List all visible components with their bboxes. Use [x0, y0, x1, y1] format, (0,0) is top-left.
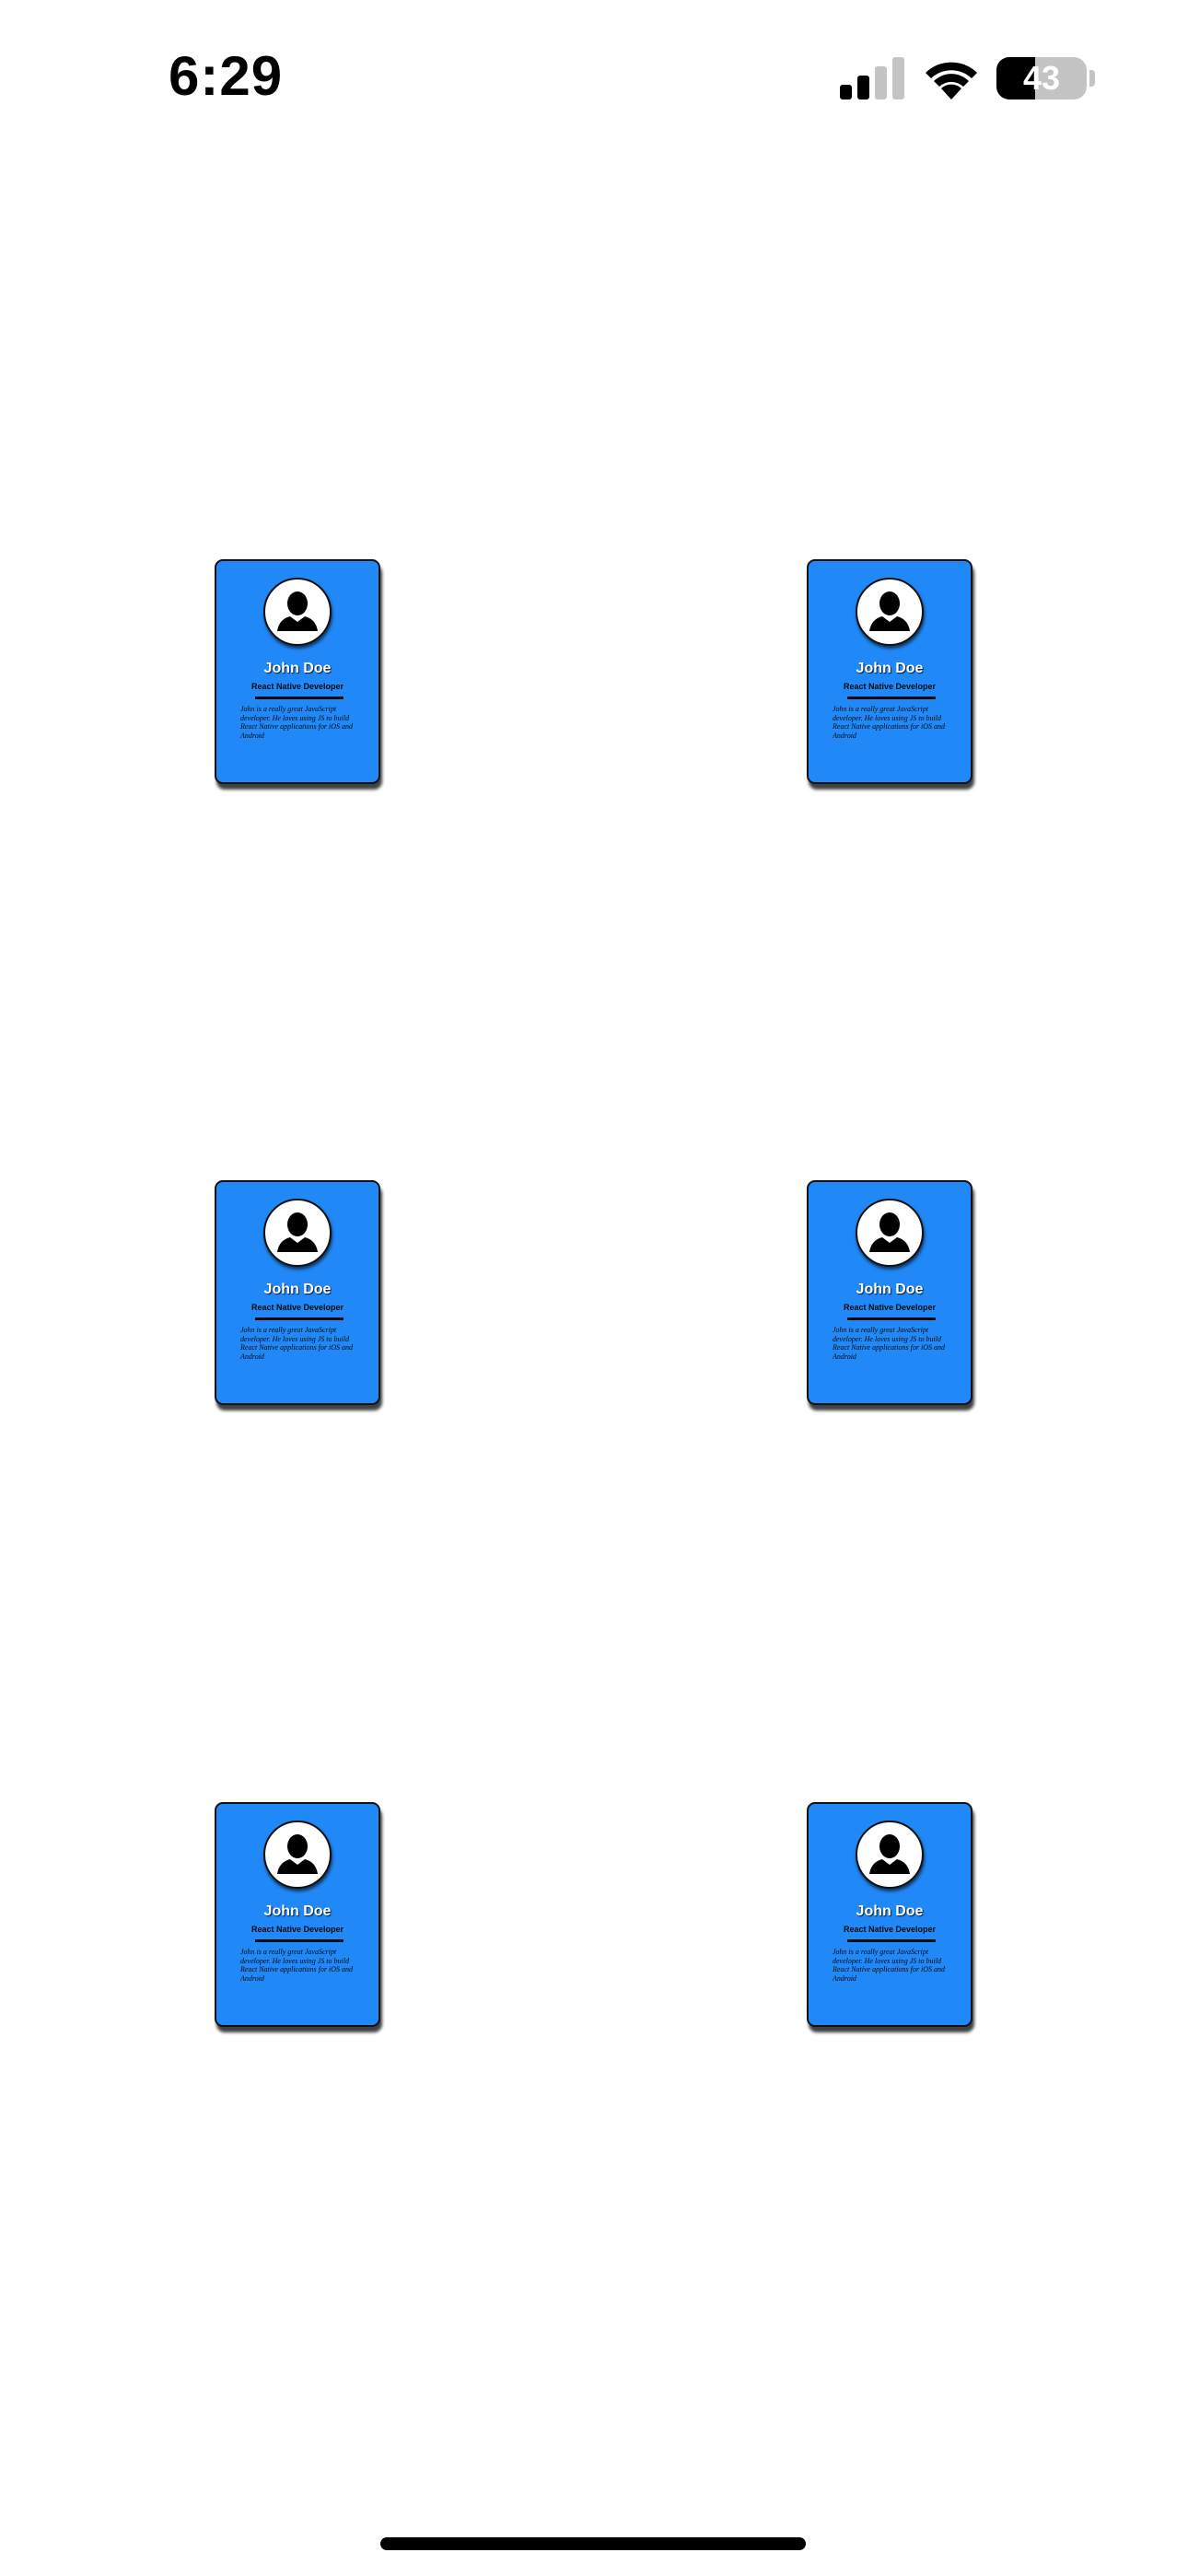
person-silhouette-icon	[277, 1834, 318, 1874]
profile-name: John Doe	[263, 661, 332, 676]
avatar	[263, 1821, 332, 1889]
profile-name: John Doe	[856, 1282, 924, 1297]
avatar	[856, 578, 924, 646]
profile-bio: John is a really great JavaScript develo…	[240, 1326, 353, 1361]
profile-bio: John is a really great JavaScript develo…	[240, 1948, 353, 1983]
card-divider	[847, 1939, 936, 1942]
avatar	[263, 578, 332, 646]
person-silhouette-icon	[869, 1212, 910, 1252]
avatar	[856, 1821, 924, 1889]
profile-card: John Doe React Native Developer John is …	[215, 1180, 380, 1405]
avatar	[263, 1199, 332, 1267]
cellular-signal-icon	[840, 57, 904, 100]
profile-name: John Doe	[856, 1903, 924, 1919]
battery-cap	[1089, 70, 1095, 87]
wifi-icon	[926, 62, 977, 100]
profile-card: John Doe React Native Developer John is …	[215, 559, 380, 784]
profile-role: React Native Developer	[250, 682, 344, 691]
avatar	[856, 1199, 924, 1267]
profile-bio: John is a really great JavaScript develo…	[240, 705, 353, 740]
person-silhouette-icon	[869, 1834, 910, 1874]
profile-role: React Native Developer	[250, 1925, 344, 1934]
battery-indicator: 43	[996, 57, 1087, 100]
home-indicator[interactable]	[380, 2537, 806, 2550]
profile-role: React Native Developer	[843, 1925, 937, 1934]
profile-card: John Doe React Native Developer John is …	[215, 1802, 380, 2027]
card-divider	[847, 697, 936, 699]
status-time: 6:29	[169, 45, 284, 107]
profile-role: React Native Developer	[250, 1303, 344, 1312]
card-divider	[847, 1317, 936, 1320]
battery-level: 43	[1022, 59, 1061, 97]
profile-role: React Native Developer	[843, 1303, 937, 1312]
profile-bio: John is a really great JavaScript develo…	[833, 705, 945, 740]
profile-role: React Native Developer	[843, 682, 937, 691]
profile-card: John Doe React Native Developer John is …	[807, 559, 973, 784]
person-silhouette-icon	[277, 591, 318, 631]
profile-name: John Doe	[263, 1903, 332, 1919]
profile-bio: John is a really great JavaScript develo…	[833, 1326, 945, 1361]
profile-card: John Doe React Native Developer John is …	[807, 1802, 973, 2027]
card-divider	[255, 1939, 344, 1942]
profile-name: John Doe	[856, 661, 924, 676]
profile-bio: John is a really great JavaScript develo…	[833, 1948, 945, 1983]
status-bar: 6:29 43	[0, 0, 1188, 157]
person-silhouette-icon	[277, 1212, 318, 1252]
card-divider	[255, 1317, 344, 1320]
profile-card: John Doe React Native Developer John is …	[807, 1180, 973, 1405]
battery-fill	[996, 57, 1036, 100]
card-divider	[255, 697, 344, 699]
person-silhouette-icon	[869, 591, 910, 631]
profile-name: John Doe	[263, 1282, 332, 1297]
